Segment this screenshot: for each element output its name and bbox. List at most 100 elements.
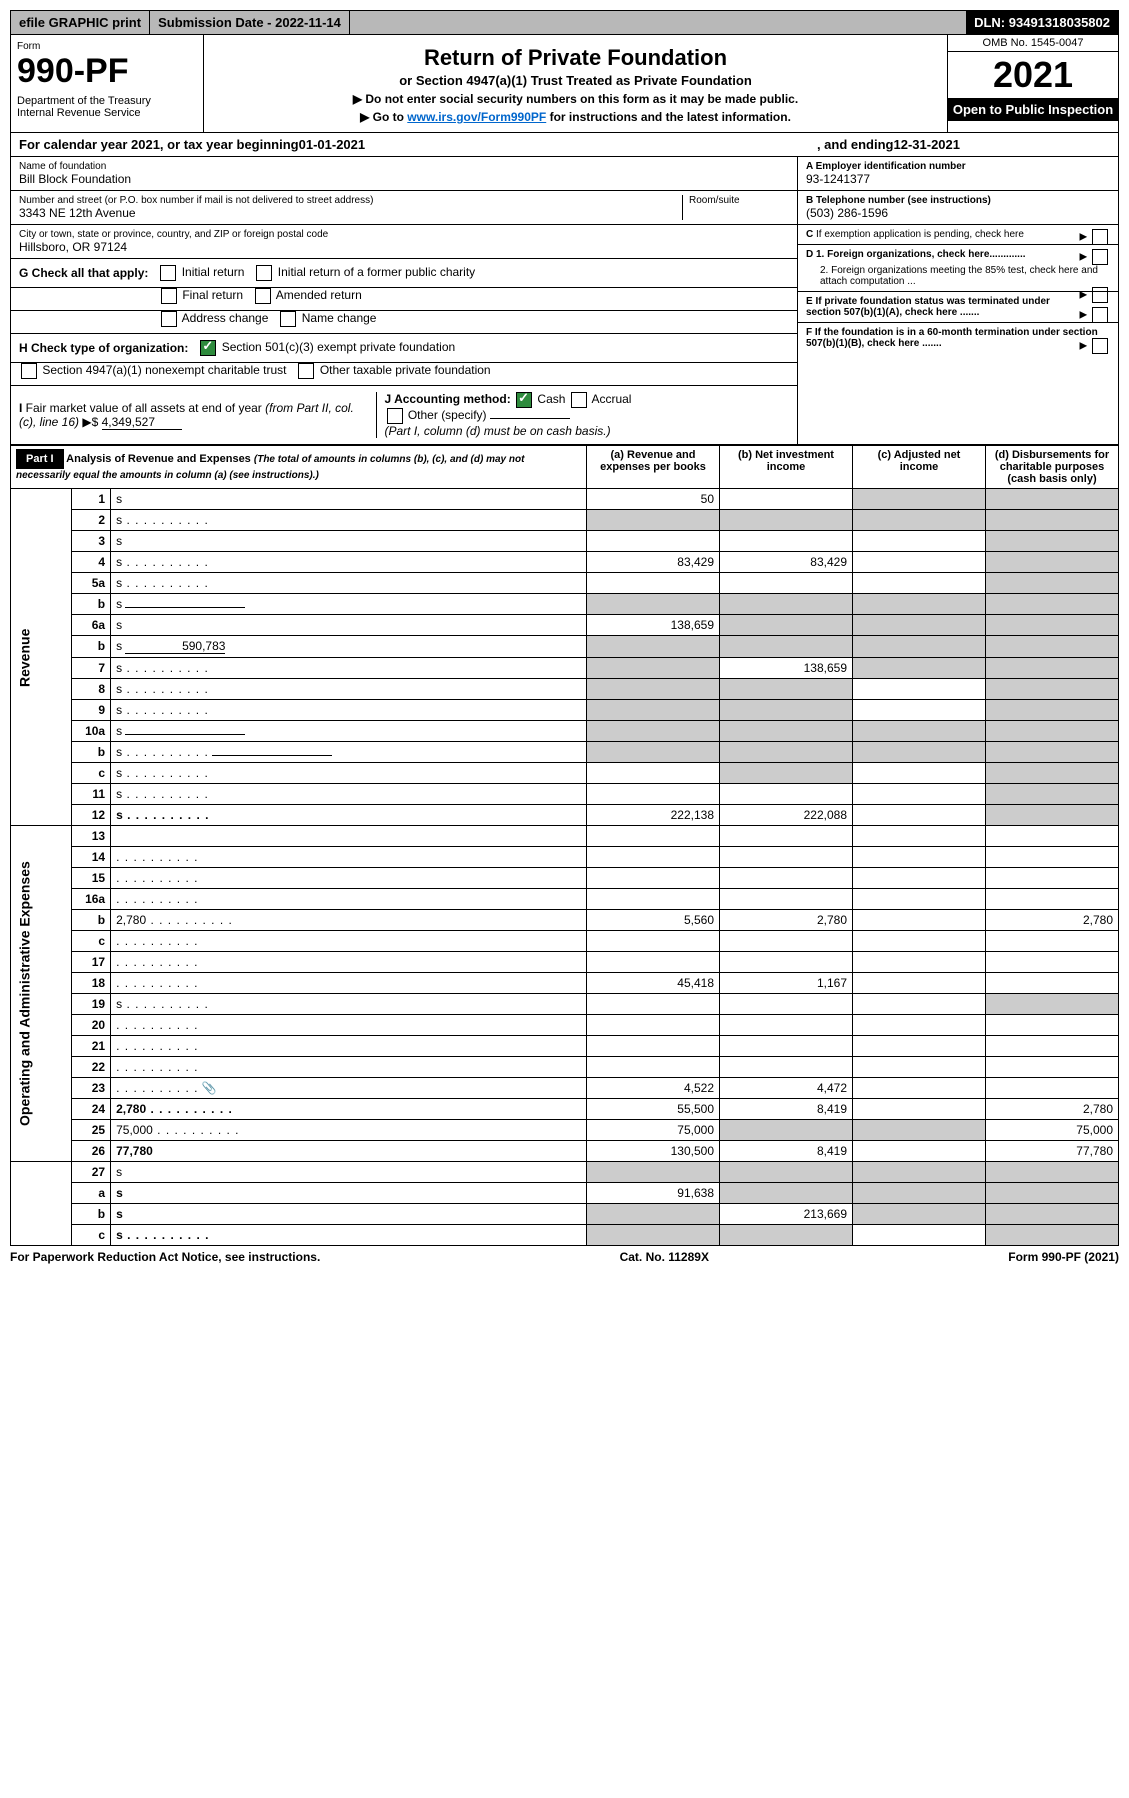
value-cell [986,931,1119,952]
submission-date: Submission Date - 2022-11-14 [150,11,350,34]
table-row: 1845,4181,167 [11,973,1119,994]
value-cell [587,868,720,889]
row-number: b [72,910,111,931]
city-label: City or town, state or province, country… [19,229,789,240]
value-cell [587,847,720,868]
value-cell [853,868,986,889]
value-cell [720,489,853,510]
table-row: 14 [11,847,1119,868]
chk-other-method[interactable] [387,408,403,424]
value-cell [853,973,986,994]
chk-amended[interactable] [255,288,271,304]
value-cell [853,952,986,973]
row-number: 4 [72,552,111,573]
row-description: s [111,763,587,784]
value-cell [587,1036,720,1057]
chk-other-tax[interactable] [298,363,314,379]
value-cell [853,826,986,847]
chk-e[interactable] [1092,307,1108,323]
ein: 93-1241377 [806,172,1110,186]
row-number: 26 [72,1141,111,1162]
chk-cash[interactable] [516,392,532,408]
row-description: s [111,615,587,636]
cat-no: Cat. No. 11289X [620,1250,709,1264]
table-row: 7s138,659 [11,658,1119,679]
value-cell: 130,500 [587,1141,720,1162]
row-number: b [72,636,111,658]
row-number: 13 [72,826,111,847]
table-row: bs 213,669 [11,1204,1119,1225]
value-cell: 55,500 [587,1099,720,1120]
chk-f[interactable] [1092,338,1108,354]
value-cell [853,763,986,784]
row-description: s [111,1204,587,1225]
chk-d1[interactable] [1092,249,1108,265]
value-cell [853,531,986,552]
chk-name-change[interactable] [280,311,296,327]
row-number: 20 [72,1015,111,1036]
value-cell [986,847,1119,868]
chk-accrual[interactable] [571,392,587,408]
value-cell [587,994,720,1015]
row-description: s [111,489,587,510]
row-number: 12 [72,805,111,826]
value-cell [587,889,720,910]
part1-bar: Part I [16,449,64,469]
table-row: 17 [11,952,1119,973]
value-cell [720,531,853,552]
row-number: 23 [72,1078,111,1099]
row-description: s [111,1183,587,1204]
value-cell: 75,000 [986,1120,1119,1141]
chk-initial[interactable] [160,265,176,281]
addr-label: Number and street (or P.O. box number if… [19,195,682,206]
foundation-name: Bill Block Foundation [19,172,789,186]
row-number: b [72,1204,111,1225]
chk-final[interactable] [161,288,177,304]
dln: DLN: 93491318035802 [966,11,1118,34]
table-row: 2s [11,510,1119,531]
value-cell: 213,669 [720,1204,853,1225]
irs-link[interactable]: www.irs.gov/Form990PF [407,110,546,124]
value-cell [986,973,1119,994]
value-cell [986,1036,1119,1057]
year-begin: 01-01-2021 [299,137,366,152]
value-cell: 50 [587,489,720,510]
value-cell [720,868,853,889]
efile-label: efile GRAPHIC print [11,11,150,34]
row-number: 6a [72,615,111,636]
row-number: 16a [72,889,111,910]
value-cell: 83,429 [587,552,720,573]
row-number: 15 [72,868,111,889]
value-cell: 5,560 [587,910,720,931]
table-row: 6as138,659 [11,615,1119,636]
row-description: s [111,742,587,763]
chk-501c3[interactable] [200,340,216,356]
chk-addr-change[interactable] [161,311,177,327]
value-cell: 222,088 [720,805,853,826]
value-cell [587,1057,720,1078]
row-number: b [72,742,111,763]
chk-c[interactable] [1092,229,1108,245]
value-cell [853,552,986,573]
row-description: s [111,1225,587,1246]
attachment-icon[interactable]: 📎 [202,1081,217,1095]
table-row: bs [11,742,1119,763]
value-cell [587,573,720,594]
paperwork-notice: For Paperwork Reduction Act Notice, see … [10,1250,320,1264]
chk-initial-former[interactable] [256,265,272,281]
table-row: 27s [11,1162,1119,1183]
value-cell: 2,780 [986,1099,1119,1120]
omb-number: OMB No. 1545-0047 [948,35,1118,52]
row-number: 8 [72,679,111,700]
value-cell: 138,659 [720,658,853,679]
row-number: 17 [72,952,111,973]
value-cell [720,826,853,847]
instruction-1: ▶ Do not enter social security numbers o… [212,92,939,106]
department: Department of the TreasuryInternal Reven… [17,95,197,119]
table-row: as91,638 [11,1183,1119,1204]
value-cell [853,1141,986,1162]
chk-d2[interactable] [1092,287,1108,303]
row-number: 18 [72,973,111,994]
chk-4947[interactable] [21,363,37,379]
table-row: 21 [11,1036,1119,1057]
